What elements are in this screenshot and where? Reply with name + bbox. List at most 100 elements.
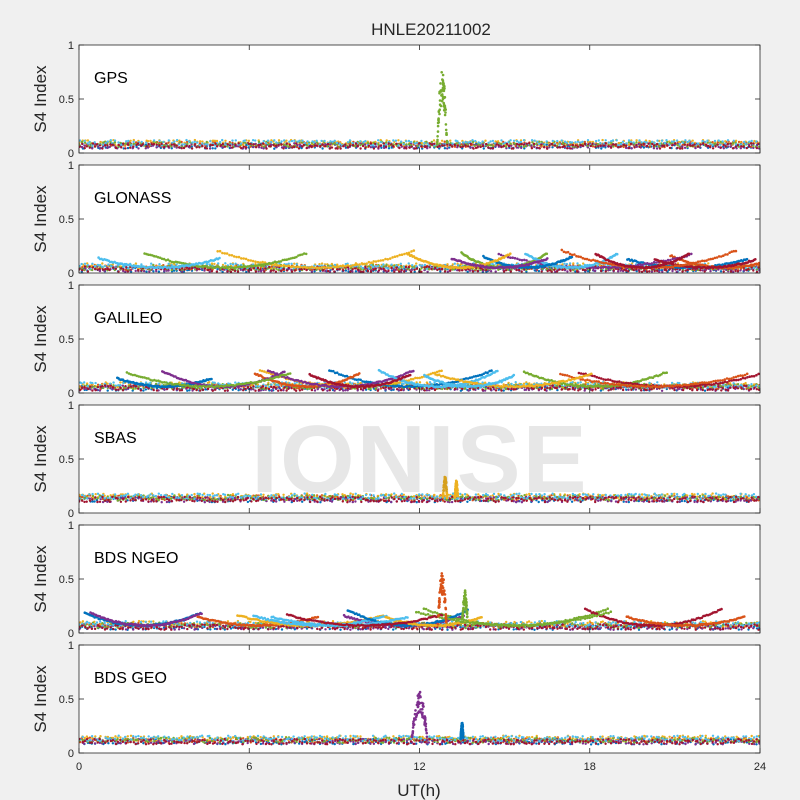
data-point bbox=[326, 145, 329, 148]
data-point bbox=[252, 264, 255, 268]
data-point bbox=[757, 142, 760, 146]
data-point bbox=[170, 145, 173, 148]
data-point bbox=[689, 144, 692, 147]
data-point bbox=[420, 141, 423, 145]
data-point bbox=[568, 252, 572, 256]
data-point bbox=[283, 258, 287, 262]
data-point bbox=[461, 141, 465, 144]
data-point bbox=[106, 144, 109, 147]
data-point bbox=[155, 146, 158, 149]
data-point bbox=[152, 270, 155, 273]
data-point bbox=[722, 270, 725, 273]
data-point bbox=[280, 143, 283, 146]
data-point bbox=[334, 265, 338, 269]
data-point bbox=[570, 141, 574, 144]
data-point bbox=[736, 270, 740, 273]
data-point bbox=[126, 270, 129, 273]
data-point bbox=[532, 142, 536, 146]
data-point bbox=[579, 141, 582, 144]
data-point bbox=[80, 145, 84, 149]
data-point bbox=[443, 270, 447, 273]
data-point bbox=[134, 269, 137, 273]
data-point bbox=[445, 141, 449, 144]
data-point bbox=[451, 145, 454, 148]
data-point bbox=[651, 142, 654, 146]
data-point bbox=[103, 144, 107, 147]
data-point bbox=[167, 145, 170, 148]
data-point bbox=[638, 270, 641, 273]
data-point bbox=[384, 143, 388, 146]
data-point bbox=[589, 259, 593, 262]
data-point bbox=[83, 265, 87, 268]
data-point bbox=[341, 265, 345, 268]
data-point bbox=[550, 142, 554, 146]
data-point bbox=[458, 269, 461, 272]
data-point bbox=[500, 142, 503, 146]
data-point bbox=[675, 264, 679, 268]
data-point bbox=[543, 143, 546, 146]
data-point bbox=[607, 141, 610, 144]
data-point bbox=[608, 262, 612, 266]
data-point bbox=[295, 255, 298, 259]
data-point bbox=[520, 146, 523, 150]
data-point bbox=[399, 140, 403, 143]
data-point bbox=[392, 143, 395, 146]
data-point bbox=[725, 268, 728, 271]
data-point bbox=[655, 147, 659, 150]
data-point bbox=[496, 140, 500, 143]
data-point bbox=[280, 266, 283, 270]
data-point bbox=[149, 139, 152, 143]
data-point bbox=[231, 146, 234, 149]
data-point bbox=[525, 259, 528, 262]
data-point bbox=[127, 139, 130, 143]
data-point bbox=[304, 252, 308, 256]
data-point bbox=[382, 146, 386, 150]
data-point bbox=[351, 268, 354, 271]
data-point bbox=[369, 142, 373, 145]
data-point bbox=[485, 142, 488, 146]
data-point bbox=[216, 268, 219, 271]
data-point bbox=[742, 145, 745, 148]
data-point bbox=[293, 142, 296, 145]
data-point bbox=[699, 269, 702, 272]
data-point bbox=[285, 142, 288, 145]
data-point bbox=[438, 144, 441, 147]
data-point bbox=[502, 140, 505, 144]
data-point bbox=[407, 265, 410, 269]
data-point bbox=[397, 263, 400, 267]
data-point bbox=[349, 270, 352, 273]
data-point bbox=[703, 270, 706, 273]
data-point bbox=[551, 139, 554, 143]
data-point bbox=[655, 261, 658, 264]
data-point bbox=[210, 262, 214, 265]
data-point bbox=[734, 145, 737, 148]
data-point bbox=[668, 268, 671, 271]
data-point bbox=[663, 265, 666, 269]
data-point bbox=[686, 144, 689, 147]
data-point bbox=[692, 261, 696, 265]
data-point bbox=[305, 146, 308, 150]
data-point bbox=[399, 262, 402, 265]
data-point bbox=[674, 268, 677, 271]
data-point bbox=[88, 140, 91, 144]
data-point bbox=[296, 265, 300, 269]
data-point bbox=[597, 145, 600, 148]
data-point bbox=[142, 269, 146, 273]
data-point bbox=[268, 265, 271, 269]
data-point bbox=[418, 264, 421, 267]
data-point bbox=[152, 139, 156, 142]
data-point bbox=[661, 270, 664, 273]
data-point bbox=[385, 139, 388, 142]
data-point bbox=[491, 262, 494, 266]
data-point bbox=[594, 266, 598, 270]
data-point bbox=[565, 141, 568, 144]
data-point bbox=[208, 147, 212, 150]
data-point bbox=[152, 263, 155, 267]
data-point bbox=[113, 141, 117, 144]
data-point bbox=[367, 265, 370, 268]
data-point bbox=[460, 269, 464, 272]
data-point bbox=[613, 265, 617, 269]
data-point bbox=[707, 262, 710, 265]
data-point bbox=[344, 146, 348, 149]
